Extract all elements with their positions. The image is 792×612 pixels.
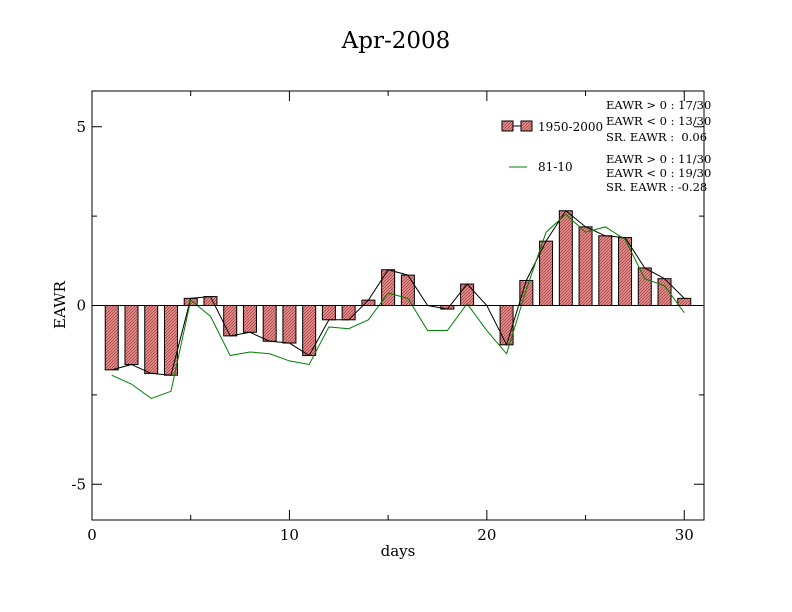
legend-label-1950-2000: 1950-2000: [538, 120, 604, 134]
y-axis-label: EAWR: [51, 281, 69, 329]
legend-swatch-1950-2000-left: [501, 120, 514, 132]
stat-recent-negative: EAWR < 0 : 19/30: [606, 166, 712, 180]
bar-day-19: [460, 283, 475, 306]
bar-day-4: [163, 305, 178, 376]
bar-day-10: [282, 305, 297, 344]
bar-day-7: [223, 305, 238, 337]
x-axis-label: days: [380, 542, 416, 560]
bar-day-15: [381, 269, 396, 306]
bar-day-9: [262, 305, 277, 342]
series-81-10-line: [111, 213, 685, 400]
stat-recent-positive: EAWR > 0 : 11/30: [606, 152, 712, 166]
legend-swatch-1950-2000-right: [520, 120, 533, 132]
y-tick-label--5: -5: [71, 475, 86, 493]
y-tick-label-0: 0: [76, 297, 86, 315]
bar-day-28: [637, 267, 652, 306]
x-tick-label-20: 20: [477, 526, 496, 544]
series-1950-2000-line: [111, 210, 685, 376]
bar-day-13: [341, 305, 356, 321]
bar-day-12: [321, 305, 336, 321]
bar-day-2: [124, 305, 139, 365]
bar-day-3: [144, 305, 159, 374]
bar-day-8: [242, 305, 257, 333]
bar-day-1: [104, 305, 119, 371]
x-tick-label-30: 30: [675, 526, 694, 544]
x-tick-label-10: 10: [280, 526, 299, 544]
y-tick-label-5: 5: [76, 118, 86, 136]
bar-day-25: [578, 226, 593, 307]
bar-day-22: [519, 279, 534, 307]
bar-day-26: [598, 235, 613, 307]
stat-base-sr: SR. EAWR : 0.06: [606, 130, 708, 144]
bar-day-24: [558, 210, 573, 306]
stat-base-negative: EAWR < 0 : 13/30: [606, 114, 712, 128]
bar-day-30: [677, 297, 692, 307]
legend-label-81-10: 81-10: [538, 160, 573, 174]
x-tick-label-0: 0: [87, 526, 97, 544]
stat-base-positive: EAWR > 0 : 17/30: [606, 98, 712, 112]
bar-day-16: [400, 274, 415, 306]
bar-day-6: [203, 296, 218, 306]
chart-title: Apr-2008: [341, 28, 451, 54]
stat-recent-sr: SR. EAWR : -0.28: [606, 180, 708, 194]
